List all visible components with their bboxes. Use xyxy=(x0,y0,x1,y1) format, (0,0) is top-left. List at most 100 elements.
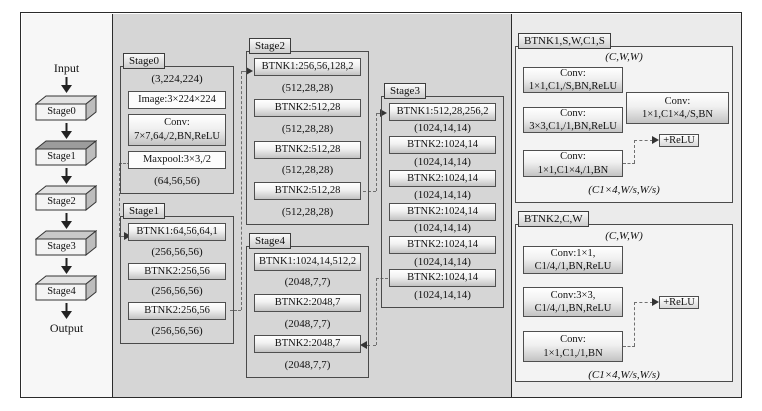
btnk1-conv1-line1: Conv: xyxy=(560,67,586,79)
btnk2-conv1-line1: Conv:1×1, xyxy=(550,247,596,259)
btnk1-residual-dash xyxy=(634,140,653,141)
stage4-btnk2-box: BTNK2:2048,7 xyxy=(254,335,361,354)
stage2-shape: (512,28,28) xyxy=(281,81,334,94)
maxpool-layer-box: Maxpool:3×3,/2 xyxy=(128,151,226,170)
stage1-box: BTNK1:64,56,64,1 (256,56,56) BTNK2:256,5… xyxy=(120,216,234,344)
stage4-shape: (2048,7,7) xyxy=(284,276,331,289)
stage0-output-shape: (64,56,56) xyxy=(154,174,200,187)
stage1-to-stage2-dash xyxy=(241,71,242,310)
btnk2-input-shape: (C,W,W) xyxy=(605,230,643,242)
btnk2-conv2-box: Conv:3×3, C1/4,/1,BN,ReLU xyxy=(523,287,623,317)
stage0-to-stage1-dash xyxy=(119,163,130,164)
btnk1-residual-dash xyxy=(634,140,635,163)
stage1-to-stage2-arrowhead-icon xyxy=(246,67,253,75)
btnk2-conv2-line2: C1/4,/1,BN,ReLU xyxy=(534,303,612,314)
btnk1-conv1-line2: 1×1,C1,/S,BN,ReLU xyxy=(528,81,618,92)
btnk2-tab: BTNK2,C,W xyxy=(518,211,589,227)
stage2-to-stage3-arrowhead-icon xyxy=(380,109,387,117)
btnk1-shortcut-line1: Conv: xyxy=(664,95,691,107)
down-arrow-icon xyxy=(61,77,72,93)
conv7x7-line1: Conv: xyxy=(164,117,190,129)
flow-stage3-node: Stage3 xyxy=(34,229,98,257)
stage3-shape: (1024,14,14) xyxy=(414,122,471,135)
stage0-group: Stage0 (3,224,224) Image:3×224×224 Conv:… xyxy=(120,53,234,194)
image-layer-box: Image:3×224×224 xyxy=(128,90,226,109)
btnk1-output-shape: (C1×4,W/s,W/s) xyxy=(588,184,660,196)
stage0-box: (3,224,224) Image:3×224×224 Conv: 7×7,64… xyxy=(120,66,234,194)
stage2-box: BTNK1:256,56,128,2 (512,28,28) BTNK2:512… xyxy=(246,51,369,225)
stage2-to-stage3-dash xyxy=(376,113,377,191)
stage1-btnk2-box: BTNK2:256,56 xyxy=(128,302,226,320)
stage2-shape: (512,28,28) xyxy=(281,205,334,218)
btnk2-definition-group: BTNK2,C,W (C,W,W) Conv:1×1, C1/4,/1,BN,R… xyxy=(515,211,733,382)
flow-stage1-node: Stage1 xyxy=(34,139,98,167)
stage2-btnk1-box: BTNK1:256,56,128,2 xyxy=(254,58,361,76)
stage3-btnk2-box: BTNK2:1024,14 xyxy=(389,202,496,221)
btnk2-residual-dash xyxy=(623,346,635,347)
stage4-shape: (2048,7,7) xyxy=(284,358,331,371)
btnk1-conv2-box: Conv: 3×3,C1,/1,BN,ReLU xyxy=(523,107,623,133)
stage1-shape: (256,56,56) xyxy=(151,285,203,298)
stage1-shape: (256,56,56) xyxy=(151,245,203,258)
btnk2-residual-dash xyxy=(634,302,635,346)
stage3-shape: (1024,14,14) xyxy=(414,288,471,301)
stage2-btnk2-box: BTNK2:512,28 xyxy=(254,99,361,118)
stage2-shape: (512,28,28) xyxy=(281,164,334,177)
btnk2-conv3-line2: 1×1,C1,/1,BN xyxy=(543,347,603,359)
stage4-box: BTNK1:1024,14,512,2 (2048,7,7) BTNK2:204… xyxy=(246,246,369,378)
stage2-to-stage3-dash xyxy=(376,113,381,114)
stage4-group: Stage4 BTNK1:1024,14,512,2 (2048,7,7) BT… xyxy=(246,233,369,378)
btnk2-output-shape: (C1×4,W/s,W/s) xyxy=(588,369,660,381)
stage3-to-stage4-arrowhead-icon xyxy=(360,341,367,349)
btnk1-conv1-box: Conv: 1×1,C1,/S,BN,ReLU xyxy=(523,67,623,93)
stage0-input-shape: (3,224,224) xyxy=(151,73,203,85)
stage3-btnk2-box: BTNK2:1024,14 xyxy=(389,169,496,188)
stage3-btnk2-box: BTNK2:1024,14 xyxy=(389,269,496,288)
stage3-shape: (1024,14,14) xyxy=(414,222,471,235)
output-label: Output xyxy=(49,321,84,335)
stage0-3d-box-icon xyxy=(34,94,98,122)
btnk1-box: (C,W,W) Conv: 1×1,C1,/S,BN,ReLU Conv: 3×… xyxy=(515,46,733,203)
btnk2-conv1-line2: C1/4,/1,BN,ReLU xyxy=(534,261,612,272)
stage4-shape: (2048,7,7) xyxy=(284,317,331,330)
stage0-to-stage1-arrowhead-icon xyxy=(124,232,131,240)
down-arrow-icon xyxy=(61,303,72,319)
stage1-shape: (256,56,56) xyxy=(151,324,203,337)
stage1-to-stage2-dash xyxy=(230,310,241,311)
stage2-to-stage3-dash xyxy=(363,191,376,192)
flow-stage0-node: Stage0 xyxy=(34,94,98,122)
btnk1-conv2-line1: Conv: xyxy=(560,107,586,119)
stage3-shape: (1024,14,14) xyxy=(414,189,471,202)
flow-stage4-node: Stage4 xyxy=(34,274,98,302)
stage2-btnk2-box: BTNK2:512,28 xyxy=(254,182,361,200)
stage2-3d-box-icon xyxy=(34,184,98,212)
stage1-3d-box-icon xyxy=(34,139,98,167)
stage1-to-stage2-dash xyxy=(241,71,247,72)
outer-frame xyxy=(20,12,742,398)
flow-stage2-label: Stage2 xyxy=(47,196,76,207)
stage3-3d-box-icon xyxy=(34,229,98,257)
btnk1-shortcut-line2: 1×1,C1×4,/S,BN xyxy=(641,109,714,120)
stage3-to-stage4-dash xyxy=(376,278,388,279)
stage2-group: Stage2 BTNK1:256,56,128,2 (512,28,28) BT… xyxy=(246,38,369,225)
stage1-btnk2-box: BTNK2:256,56 xyxy=(128,262,226,281)
btnk2-residual-dash xyxy=(634,302,653,303)
stage3-shape: (1024,14,14) xyxy=(414,255,471,268)
flow-stage1-label: Stage1 xyxy=(47,151,76,162)
btnk1-input-shape: (C,W,W) xyxy=(605,51,643,63)
stage1-tab: Stage1 xyxy=(123,203,165,219)
flow-stage0-label: Stage0 xyxy=(47,106,76,117)
btnk2-conv3-box: Conv: 1×1,C1,/1,BN xyxy=(523,331,623,362)
stage2-btnk2-box: BTNK2:512,28 xyxy=(254,140,361,159)
stage0-to-stage1-dash xyxy=(119,163,120,236)
stage0-to-stage1-dash xyxy=(119,236,125,237)
stage2-tab: Stage2 xyxy=(249,38,291,54)
stage3-btnk1-box: BTNK1:512,28,256,2 xyxy=(389,103,496,121)
down-arrow-icon xyxy=(61,168,72,184)
btnk1-conv3-box: Conv: 1×1,C1×4,/1,BN xyxy=(523,150,623,177)
stage3-shape: (1024,14,14) xyxy=(414,155,471,168)
btnk1-conv3-line2: 1×1,C1×4,/1,BN xyxy=(537,164,609,176)
stage3-to-stage4-dash xyxy=(367,345,376,346)
btnk2-box: (C,W,W) Conv:1×1, C1/4,/1,BN,ReLU Conv:3… xyxy=(515,224,733,382)
stage1-group: Stage1 BTNK1:64,56,64,1 (256,56,56) BTNK… xyxy=(120,203,234,344)
